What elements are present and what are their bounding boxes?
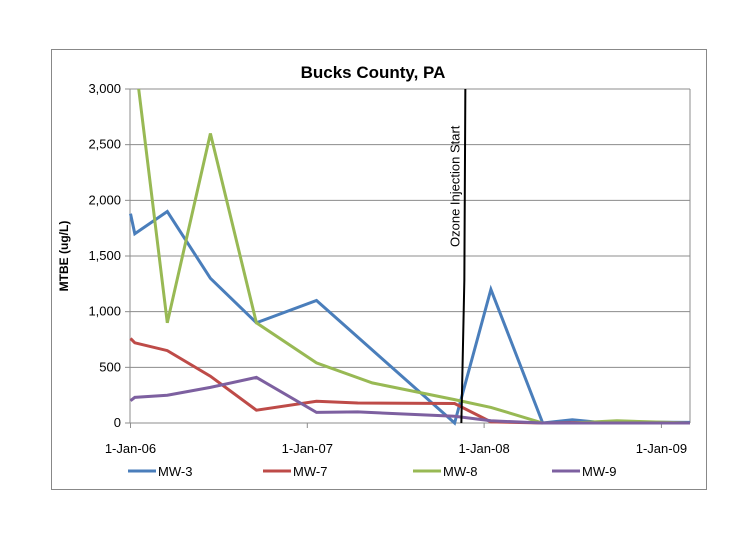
chart-title: Bucks County, PA — [301, 63, 446, 82]
gridlines — [130, 88, 690, 368]
ozone-injection-label: Ozone Injection Start — [447, 125, 462, 247]
x-tick-label: 1-Jan-08 — [458, 441, 509, 456]
legend-label-mw-8: MW-8 — [443, 464, 477, 479]
annotations: Ozone Injection Start — [447, 88, 467, 424]
legend-label-mw-3: MW-3 — [158, 464, 192, 479]
x-tick-label: 1-Jan-06 — [105, 441, 156, 456]
y-tick-label: 2,500 — [88, 137, 121, 152]
y-tick-label: 1,000 — [88, 304, 121, 319]
legend-label-mw-9: MW-9 — [582, 464, 616, 479]
series-lines — [129, 88, 691, 426]
x-tick-label: 1-Jan-09 — [636, 441, 687, 456]
y-tick-label: 0 — [114, 415, 121, 430]
series-line-mw-3 — [129, 209, 691, 426]
y-tick-label: 2,000 — [88, 192, 121, 207]
y-axis-title: MTBE (ug/L) — [57, 221, 71, 292]
y-tick-label: 1,500 — [88, 248, 121, 263]
ozone-injection-marker-line — [460, 88, 467, 424]
x-tick-label: 1-Jan-07 — [282, 441, 333, 456]
legend-label-mw-7: MW-7 — [293, 464, 327, 479]
legend: MW-3 MW-7 MW-8 MW-9 — [128, 464, 616, 479]
series-line-mw-7 — [129, 337, 691, 425]
y-tick-label: 500 — [99, 359, 121, 374]
series-line-mw-9 — [129, 375, 690, 425]
y-tick-label: 3,000 — [88, 81, 121, 96]
